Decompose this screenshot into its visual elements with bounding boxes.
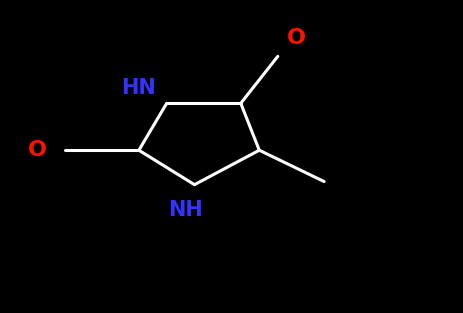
Text: NH: NH bbox=[168, 200, 203, 220]
Text: O: O bbox=[287, 28, 306, 48]
Text: HN: HN bbox=[121, 78, 156, 98]
Text: O: O bbox=[27, 140, 47, 160]
